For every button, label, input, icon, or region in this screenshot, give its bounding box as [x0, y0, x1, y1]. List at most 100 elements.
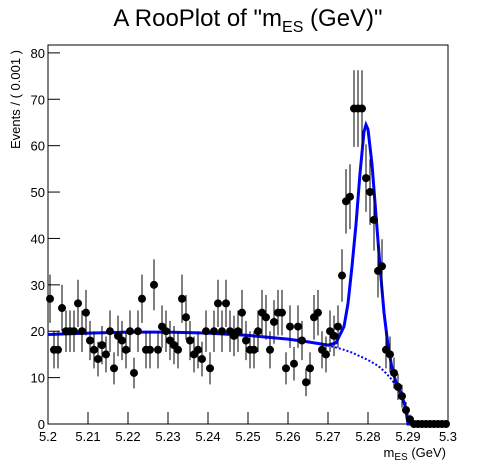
- data-point: [110, 364, 118, 373]
- plot-frame: [47, 44, 449, 425]
- x-tick-label: 5.2: [39, 429, 57, 444]
- y-tick-label: 0: [38, 417, 45, 432]
- x-label-text: (GeV): [408, 445, 446, 460]
- data-point: [290, 359, 298, 368]
- data-point: [242, 336, 250, 345]
- x-tick-label: 5.23: [155, 429, 180, 444]
- data-point: [58, 304, 66, 313]
- data-point: [266, 345, 274, 354]
- data-point: [206, 364, 214, 373]
- data-point: [222, 299, 230, 308]
- data-point: [302, 378, 310, 387]
- data-point: [46, 294, 54, 303]
- x-tick-label: 5.29: [395, 429, 420, 444]
- data-point: [78, 327, 86, 336]
- data-point: [262, 313, 270, 322]
- data-point: [122, 345, 130, 354]
- x-label-subscript: ES: [394, 452, 408, 463]
- data-point: [386, 350, 394, 359]
- y-tick-label: 10: [31, 371, 45, 386]
- data-point: [370, 215, 378, 224]
- data-point: [234, 327, 242, 336]
- data-point: [198, 355, 206, 364]
- data-point: [162, 327, 170, 336]
- data-point: [178, 294, 186, 303]
- title-subscript: ES: [282, 19, 303, 36]
- x-tick-label: 5.25: [235, 429, 260, 444]
- data-point: [150, 280, 158, 289]
- data-point: [94, 355, 102, 364]
- data-point: [298, 336, 306, 345]
- data-point: [74, 299, 82, 308]
- data-point: [394, 382, 402, 391]
- data-point: [118, 336, 126, 345]
- x-tick-label: 5.27: [315, 429, 340, 444]
- x-tick-label: 5.21: [75, 429, 100, 444]
- data-point: [346, 192, 354, 201]
- data-point: [390, 368, 398, 377]
- data-point: [194, 345, 202, 354]
- data-point: [402, 406, 410, 415]
- title-text: A RooPlot of "m: [113, 5, 282, 32]
- x-tick-label: 5.28: [355, 429, 380, 444]
- data-point: [338, 271, 346, 280]
- background-curve: [47, 331, 448, 425]
- y-tick-label: 40: [31, 231, 45, 246]
- data-point: [270, 317, 278, 326]
- data-point: [202, 327, 210, 336]
- x-axis-label: mES (GeV): [384, 445, 446, 463]
- data-point: [358, 104, 366, 113]
- y-tick-label: 50: [31, 185, 45, 200]
- data-point: [314, 308, 322, 317]
- data-point: [98, 341, 106, 350]
- data-point: [286, 322, 294, 331]
- data-point: [362, 174, 370, 183]
- data-point: [306, 364, 314, 373]
- data-point: [154, 345, 162, 354]
- data-point: [54, 345, 62, 354]
- data-point: [330, 331, 338, 340]
- y-tick-label: 20: [31, 324, 45, 339]
- chart-title: A RooPlot of "mES (GeV)": [113, 5, 382, 36]
- data-point: [126, 327, 134, 336]
- data-point: [282, 364, 290, 373]
- data-point: [378, 262, 386, 271]
- data-point: [138, 294, 146, 303]
- x-tick-label: 5.24: [195, 429, 220, 444]
- data-point: [134, 327, 142, 336]
- data-point: [130, 368, 138, 377]
- data-point: [86, 336, 94, 345]
- y-tick-label: 30: [31, 278, 45, 293]
- data-point: [90, 345, 98, 354]
- y-tick-label: 70: [31, 92, 45, 107]
- data-point: [102, 350, 110, 359]
- data-point: [398, 392, 406, 401]
- data-point: [334, 322, 342, 331]
- data-point: [442, 420, 450, 428]
- data-point: [254, 327, 262, 336]
- data-point: [366, 188, 374, 197]
- data-point: [214, 299, 222, 308]
- data-point: [278, 308, 286, 317]
- data-point: [250, 345, 258, 354]
- y-axis-label: Events / ( 0.001 ): [8, 50, 23, 149]
- data-point: [182, 313, 190, 322]
- x-label-text: m: [384, 445, 395, 460]
- fit-curve: [47, 120, 448, 426]
- data-point: [174, 345, 182, 354]
- data-point: [146, 345, 154, 354]
- data-point: [218, 327, 226, 336]
- data-point: [322, 350, 330, 359]
- y-tick-label: 60: [31, 139, 45, 154]
- data-point: [82, 308, 90, 317]
- data-point: [186, 336, 194, 345]
- data-point: [238, 308, 246, 317]
- x-tick-label: 5.26: [275, 429, 300, 444]
- data-point: [294, 322, 302, 331]
- y-tick-label: 80: [31, 46, 45, 61]
- x-tick-label: 5.22: [115, 429, 140, 444]
- x-tick-label: 5.3: [439, 429, 457, 444]
- title-text: (GeV)": [303, 5, 382, 32]
- data-point: [106, 327, 114, 336]
